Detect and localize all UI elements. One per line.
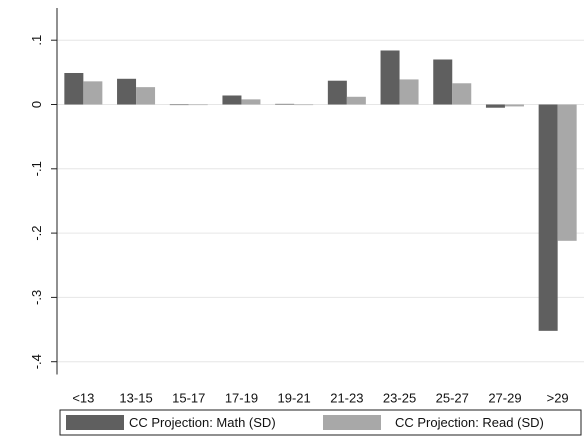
bar-math — [222, 95, 242, 105]
bar-read — [294, 104, 314, 106]
bars — [64, 50, 577, 331]
x-axis-ticks: <13 13-15 15-17 17-19 19-21 21-23 23-25 25-27 27… — [72, 391, 568, 406]
y-tick-label: -.4 — [29, 354, 44, 369]
bar-math — [64, 72, 84, 105]
bar-math — [117, 78, 137, 105]
legend: CC Projection: Math (SD) CC Projection: R… — [59, 409, 582, 436]
y-tick-label: -.2 — [29, 226, 44, 241]
y-axis: .1 0 -.1 -.2 -.3 -.4 — [29, 8, 58, 375]
x-tick-label: 13-15 — [119, 391, 152, 406]
bar-math — [538, 104, 558, 331]
x-tick-label: 17-19 — [225, 391, 258, 406]
y-tick-label: .1 — [29, 35, 44, 46]
x-tick-label: 21-23 — [330, 391, 363, 406]
x-tick-label: 27-29 — [488, 391, 521, 406]
bar-math — [275, 103, 295, 105]
bar-math — [327, 80, 347, 105]
bar-math — [485, 104, 505, 108]
bar-read — [241, 99, 261, 105]
bar-read — [557, 104, 577, 241]
legend-swatch — [323, 415, 381, 430]
legend-swatch — [66, 415, 124, 430]
bar-math — [380, 50, 400, 105]
y-tick-label: -.3 — [29, 290, 44, 305]
legend-label: CC Projection: Read (SD) — [395, 415, 544, 430]
x-tick-label: <13 — [72, 391, 94, 406]
y-tick-label: 0 — [29, 101, 44, 108]
x-tick-label: 25-27 — [436, 391, 469, 406]
legend-box — [59, 409, 582, 436]
bar-read — [504, 104, 524, 107]
x-tick-label: 15-17 — [172, 391, 205, 406]
bar-read — [346, 96, 366, 105]
x-tick-label: >29 — [547, 391, 569, 406]
x-tick-label: 19-21 — [278, 391, 311, 406]
legend-label: CC Projection: Math (SD) — [129, 415, 276, 430]
bar-read — [136, 87, 156, 105]
bar-read — [83, 81, 103, 105]
bar-read — [188, 104, 208, 106]
x-tick-label: 23-25 — [383, 391, 416, 406]
y-tick-label: -.1 — [29, 161, 44, 176]
bar-math — [169, 104, 189, 106]
bar-math — [433, 59, 453, 105]
bar-read — [452, 83, 472, 105]
bar-read — [399, 79, 419, 105]
